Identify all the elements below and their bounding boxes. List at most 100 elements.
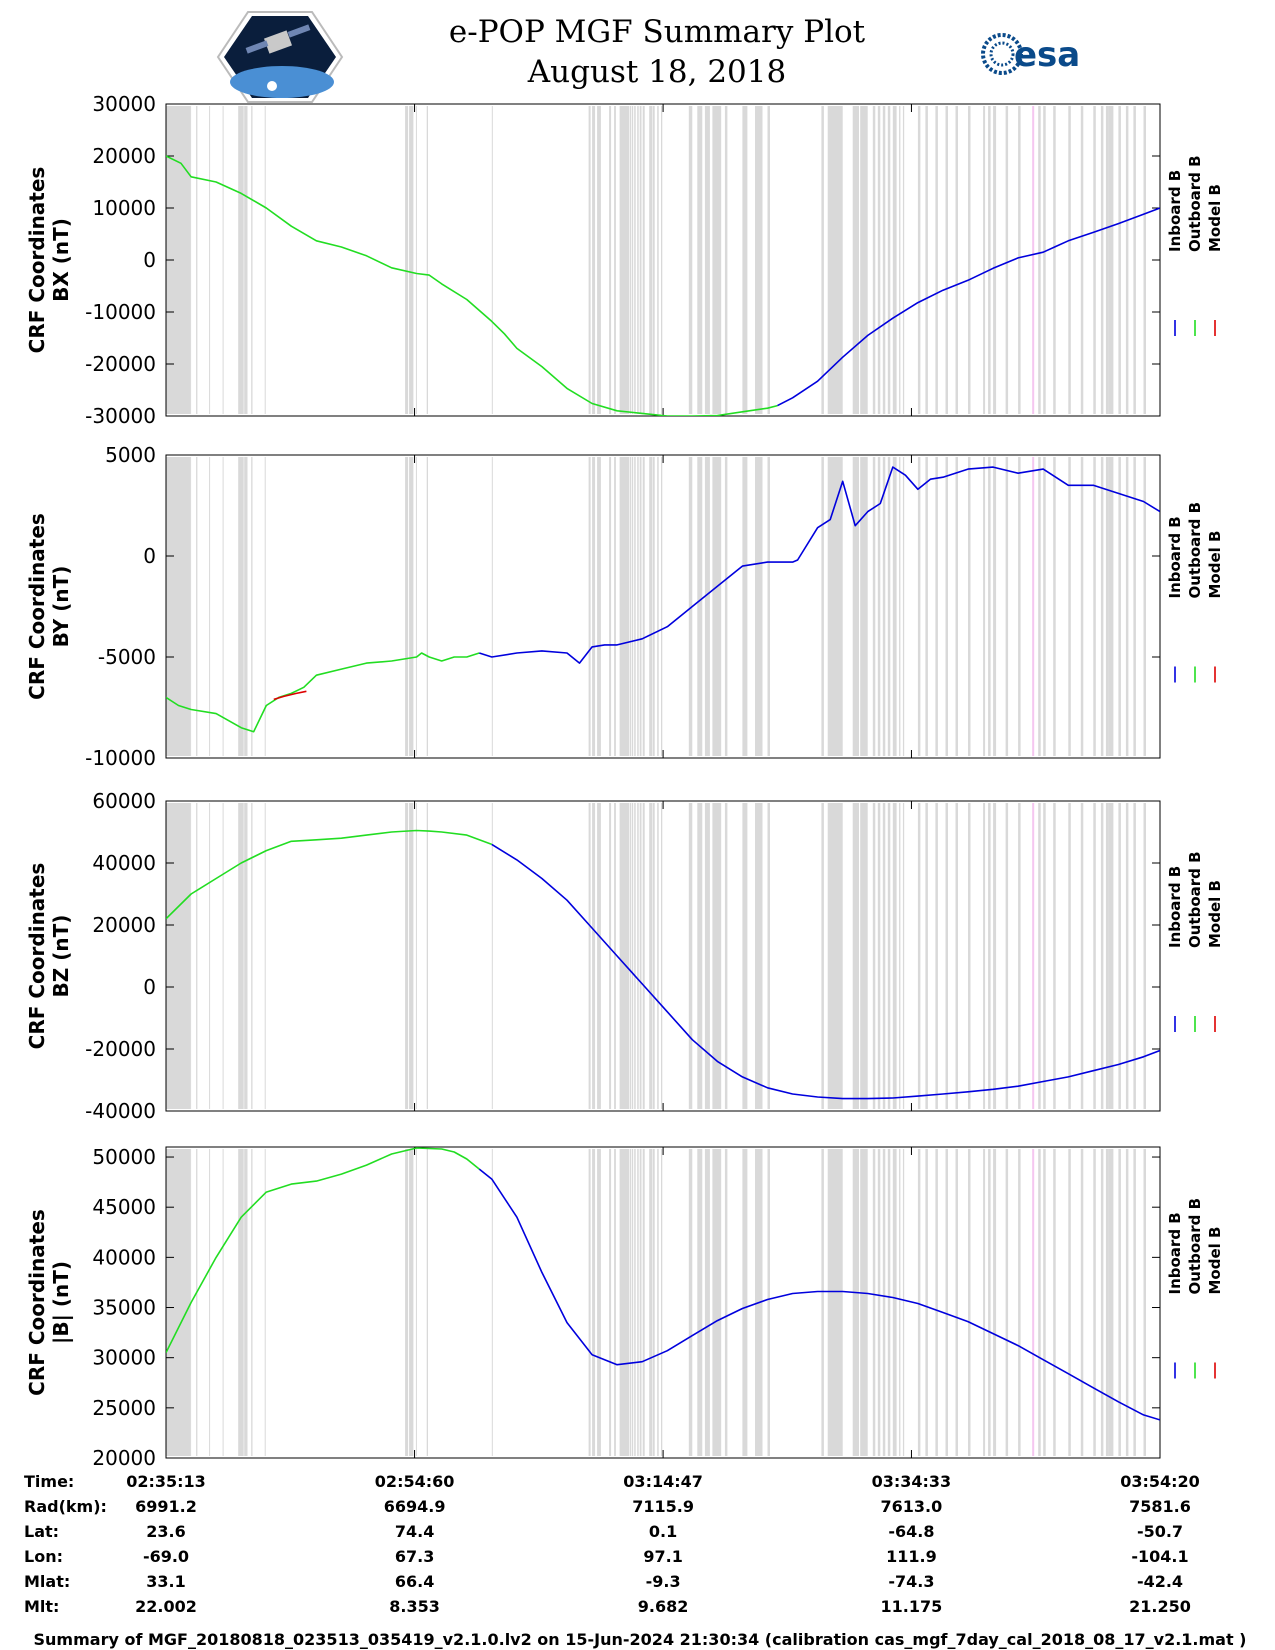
chart-panel-2: 5000 0 -5000 -10000 CRF Coordinates BY (nT) In…	[25, 443, 1224, 770]
esa-logo-text: esa	[1014, 35, 1080, 75]
ephemeris-row-label: Lon:	[24, 1547, 63, 1566]
shade-band	[1125, 803, 1129, 1109]
shade-band	[491, 106, 493, 414]
ephemeris-cell: 7613.0	[881, 1497, 943, 1516]
ephemeris-row-label: Mlat:	[24, 1572, 70, 1591]
y-axis-label-line2: BZ (nT)	[49, 915, 73, 998]
shade-band	[704, 1149, 710, 1456]
shade-band	[649, 1149, 653, 1456]
shade-band	[724, 106, 728, 414]
shade-band	[209, 803, 211, 1109]
shade-band	[634, 106, 636, 414]
y-tick-label: 0	[143, 544, 156, 568]
shade-band	[899, 1149, 901, 1456]
ephemeris-cell: 74.4	[395, 1522, 434, 1541]
shade-band	[860, 106, 868, 414]
shade-band	[882, 1149, 886, 1456]
legend-label: Outboard B	[1186, 155, 1204, 252]
shade-band	[409, 106, 414, 414]
y-tick-label: 30000	[92, 92, 156, 116]
ephemeris-cell: 02:54:60	[375, 1472, 455, 1491]
shade-band	[872, 803, 876, 1109]
shade-band	[714, 803, 722, 1109]
y-axis-label-line1: CRF Coordinates	[25, 1209, 49, 1396]
legend-label: Inboard B	[1166, 170, 1184, 252]
shade-band	[955, 106, 958, 414]
shade-band	[899, 803, 901, 1109]
shade-band	[724, 803, 728, 1109]
panel-frame	[165, 103, 1161, 417]
shade-band	[1143, 106, 1146, 414]
shade-band	[877, 1149, 881, 1456]
ephemeris-cell: 03:54:20	[1120, 1472, 1200, 1491]
chart-panel-4: 50000 45000 40000 35000 30000 25000 20000 CRF C…	[25, 1145, 1224, 1470]
shade-band	[917, 803, 921, 1109]
y-axis-label-line1: CRF Coordinates	[25, 513, 49, 700]
shade-band	[902, 106, 905, 414]
panel-frame	[165, 800, 1161, 1112]
legend-label: Outboard B	[1186, 502, 1204, 599]
ephemeris-cell: -74.3	[888, 1572, 934, 1591]
shade-band	[887, 106, 891, 414]
shade-band	[945, 803, 948, 1109]
shade-band	[742, 1149, 748, 1456]
shade-band	[609, 1149, 612, 1456]
shade-band	[244, 803, 248, 1109]
y-tick-label: 40000	[92, 1245, 156, 1269]
shade-band	[714, 106, 722, 414]
shade-band	[1043, 803, 1046, 1109]
shade-band	[1018, 106, 1021, 414]
ephemeris-cell: -42.4	[1137, 1572, 1183, 1591]
shade-band	[631, 1149, 634, 1456]
shade-band	[405, 803, 409, 1109]
shade-band	[1100, 803, 1104, 1109]
y-axis-label-line2: |B| (nT)	[49, 1261, 73, 1344]
ephemeris-cell: 97.1	[643, 1547, 682, 1566]
legend: Inboard B Outboard B Model B	[1166, 1198, 1224, 1379]
shade-band	[631, 106, 634, 414]
shade-band	[634, 1149, 636, 1456]
shade-band	[1100, 1149, 1104, 1456]
shade-band	[1105, 106, 1109, 414]
shade-band	[755, 106, 763, 414]
shade-band	[652, 106, 655, 414]
panel-frame	[165, 1146, 1161, 1459]
shade-band	[405, 106, 409, 414]
shade-band	[426, 106, 428, 414]
shade-band	[988, 1149, 991, 1456]
shade-band	[409, 803, 414, 1109]
shade-band	[1108, 803, 1114, 1109]
shade-band	[968, 1149, 971, 1456]
shade-band	[1108, 1149, 1114, 1456]
shade-band	[993, 457, 997, 756]
ephemeris-cell: 6694.9	[384, 1497, 446, 1516]
ephemeris-row-label: Mlt:	[24, 1597, 59, 1616]
shade-band	[1005, 1149, 1009, 1456]
shade-band	[688, 803, 693, 1109]
shade-band	[860, 803, 868, 1109]
ephemeris-table: Time: 02:35:13 02:54:60 03:14:47 03:34:33 03:…	[24, 1472, 1200, 1616]
plot-date: August 18, 2018	[527, 54, 786, 90]
ephemeris-cell: 111.9	[886, 1547, 937, 1566]
shade-band	[988, 106, 991, 414]
shade-band	[917, 457, 921, 756]
ephemeris-cell: 03:34:33	[872, 1472, 952, 1491]
shade-band	[251, 457, 253, 756]
ephemeris-cell: 22.002	[135, 1597, 197, 1616]
shade-band	[409, 457, 414, 756]
y-tick-label: 20000	[92, 144, 156, 168]
ephemeris-cell: 11.175	[881, 1597, 943, 1616]
y-tick-label: 40000	[92, 851, 156, 875]
shade-band	[704, 457, 710, 756]
shade-band	[196, 1149, 198, 1456]
shade-band	[1068, 106, 1071, 414]
shade-band	[491, 803, 493, 1109]
ephemeris-cell: 8.353	[389, 1597, 440, 1616]
series-lines	[166, 155, 1160, 416]
legend-label: Model B	[1206, 880, 1224, 948]
y-axis-label-line1: CRF Coordinates	[25, 863, 49, 1050]
shade-band	[755, 803, 763, 1109]
shade-band	[1108, 457, 1114, 756]
shade-band	[860, 457, 868, 756]
y-tick-label: 10000	[92, 196, 156, 220]
